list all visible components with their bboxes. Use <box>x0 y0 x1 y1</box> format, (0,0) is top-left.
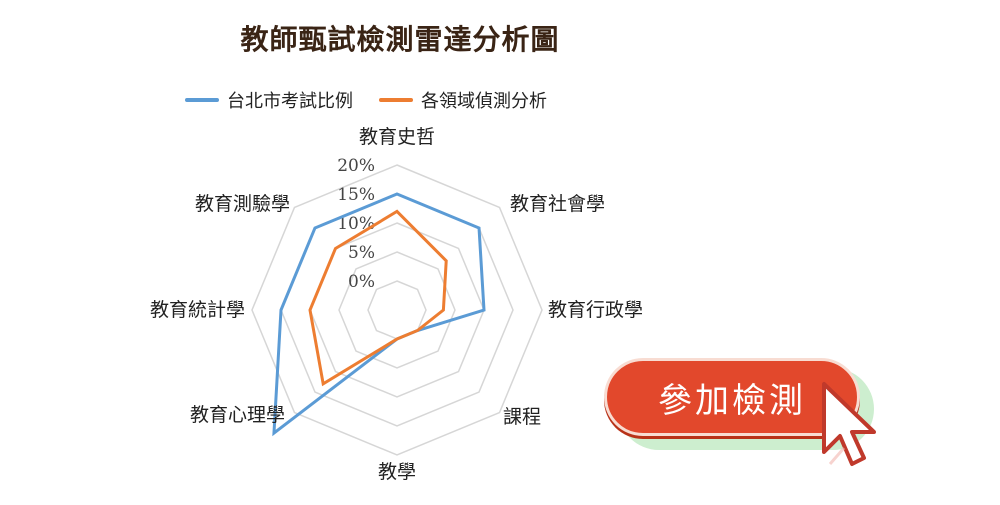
category-label-5: 教育心理學 <box>190 404 285 426</box>
legend-swatch-taipei <box>185 98 219 102</box>
category-label-1: 教育社會學 <box>510 193 605 215</box>
legend-label-taipei: 台北市考試比例 <box>227 91 353 112</box>
category-label-0: 教育史哲 <box>359 126 435 148</box>
series-line-1 <box>308 209 448 387</box>
chart-title: 教師甄試檢測雷達分析圖 <box>240 23 560 56</box>
category-label-2: 教育行政學 <box>548 299 643 321</box>
tick-label-0: 0% <box>348 272 375 292</box>
legend-label-domain: 各領域偵測分析 <box>421 91 547 112</box>
cta-group[interactable]: 參加檢測 <box>604 358 874 450</box>
tick-label-1: 5% <box>348 243 375 263</box>
legend: 台北市考試比例 各領域偵測分析 <box>185 86 547 114</box>
legend-item-domain: 各領域偵測分析 <box>379 87 547 113</box>
category-label-3: 課程 <box>503 406 541 428</box>
category-label-7: 教育測驗學 <box>195 193 290 215</box>
grid-ring-5 <box>251 164 543 456</box>
category-label-4: 教學 <box>378 461 416 483</box>
tick-label-4: 20% <box>337 156 375 176</box>
grid-ring-2 <box>338 251 456 369</box>
tick-label-3: 15% <box>337 185 375 205</box>
join-test-button[interactable]: 參加檢測 <box>604 358 860 436</box>
category-label-6: 教育統計學 <box>150 299 245 321</box>
pointer-cursor-icon <box>822 382 876 466</box>
legend-item-taipei: 台北市考試比例 <box>185 87 353 113</box>
legend-swatch-domain <box>379 98 413 102</box>
